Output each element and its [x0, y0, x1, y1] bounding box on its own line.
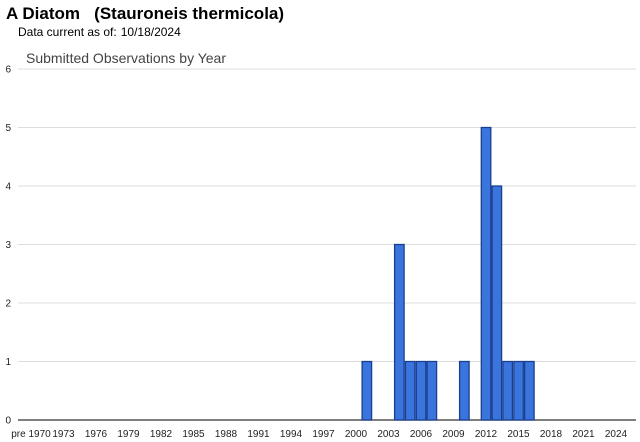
y-tick-label: 6 [5, 65, 11, 76]
y-tick-label: 0 [5, 416, 11, 427]
bar [480, 126, 492, 421]
y-tick-label: 4 [5, 182, 11, 193]
x-tick-label: 1982 [150, 429, 173, 440]
data-date: Data current as of: 10/18/2024 [18, 25, 181, 39]
bar [523, 360, 535, 421]
bar [458, 360, 470, 421]
x-tick-label: 2015 [507, 429, 530, 440]
x-tick-label: 2018 [540, 429, 563, 440]
x-tick-label: 2000 [345, 429, 368, 440]
data-date-label: Data current as of: [18, 25, 117, 39]
x-tick-label: 1979 [117, 429, 140, 440]
bar [404, 360, 416, 421]
x-tick-label: 2006 [410, 429, 433, 440]
x-tick-label: 1988 [215, 429, 238, 440]
y-tick-label: 3 [5, 240, 11, 251]
bar [426, 360, 438, 421]
y-tick-label: 2 [5, 299, 11, 310]
data-date-value: 10/18/2024 [120, 25, 181, 39]
bar [393, 243, 405, 421]
x-tick-label: 1976 [85, 429, 108, 440]
bar [361, 360, 373, 421]
y-tick-label: 1 [5, 357, 11, 368]
x-tick-label: 2003 [377, 429, 400, 440]
x-tick-label: pre 1970 [11, 429, 51, 440]
chart-title: Submitted Observations by Year [26, 50, 226, 66]
x-tick-label: 2021 [572, 429, 595, 440]
bar [502, 360, 514, 421]
x-tick-label: 2012 [475, 429, 498, 440]
y-tick-label: 5 [5, 123, 11, 134]
bar [491, 185, 503, 421]
bar [513, 360, 524, 421]
x-tick-label: 1997 [312, 429, 335, 440]
x-tick-label: 2024 [605, 429, 628, 440]
x-tick-label: 1985 [182, 429, 205, 440]
x-tick-label: 1991 [247, 429, 270, 440]
x-tick-label: 1994 [280, 429, 303, 440]
x-tick-label: 2009 [442, 429, 465, 440]
page-title: A Diatom (Stauroneis thermicola) [6, 4, 285, 23]
bar [415, 360, 427, 421]
x-tick-label: 1973 [52, 429, 75, 440]
